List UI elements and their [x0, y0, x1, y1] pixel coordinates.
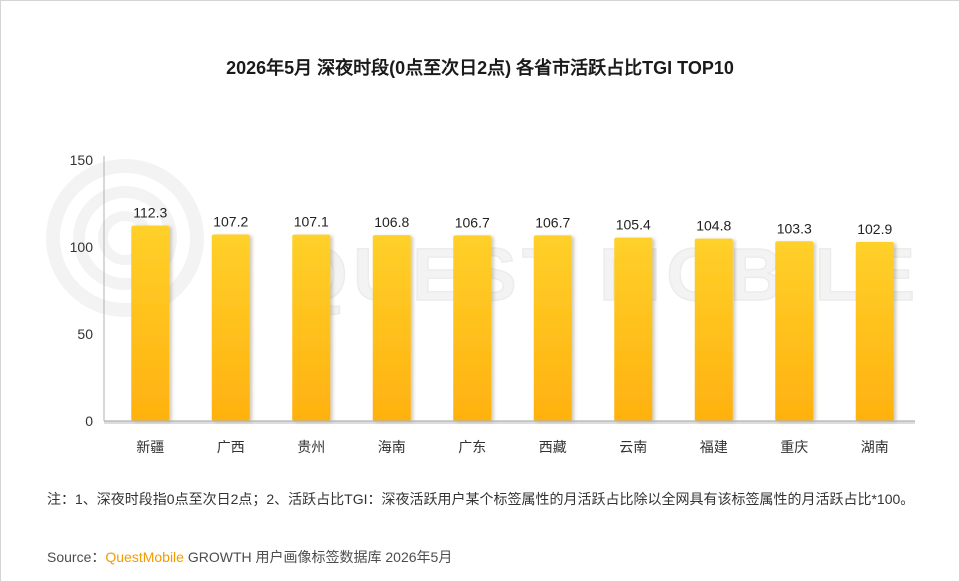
bar-8 [694, 238, 733, 421]
bar-4 [372, 235, 411, 421]
bar-1 [131, 225, 170, 421]
bar-3 [292, 234, 331, 421]
y-tick-label: 150 [70, 152, 94, 168]
bar-value-label-6: 106.7 [535, 214, 570, 230]
bar-value-label-10: 102.9 [857, 221, 892, 237]
watermark-logo [46, 159, 204, 317]
bar-10 [855, 241, 894, 421]
bar-value-label-4: 106.8 [374, 214, 409, 230]
footnote: 注：1、深夜时段指0点至次日2点；2、活跃占比TGI：深夜活跃用户某个标签属性的… [47, 491, 915, 507]
bar-value-label-3: 107.1 [294, 214, 329, 230]
bar-value-label-7: 105.4 [616, 217, 651, 233]
x-tick-label-7: 云南 [619, 439, 647, 455]
x-tick-label-10: 湖南 [861, 439, 889, 455]
x-tick-label-5: 广东 [458, 439, 486, 455]
x-tick-label-6: 西藏 [539, 439, 567, 455]
bar-value-label-2: 107.2 [213, 213, 248, 229]
y-tick-label: 100 [70, 239, 94, 255]
x-tick-label-9: 重庆 [780, 439, 808, 455]
source-text: GROWTH 用户画像标签数据库 2026年5月 [183, 549, 453, 565]
x-tick-label-8: 福建 [700, 439, 728, 455]
source-brand: QuestMobile [105, 549, 184, 565]
bar-value-label-8: 104.8 [696, 218, 731, 234]
x-axis-floor [104, 421, 915, 424]
y-tick-label: 50 [77, 326, 93, 342]
source-line: Source：QuestMobile GROWTH 用户画像标签数据库 2026… [47, 546, 452, 568]
x-tick-label-2: 广西 [217, 439, 245, 455]
x-tick-label-3: 贵州 [297, 439, 325, 455]
bar-value-label-9: 103.3 [777, 220, 812, 236]
chart-title: 2026年5月 深夜时段(0点至次日2点) 各省市活跃占比TGI TOP10 [226, 58, 734, 78]
x-tick-label-4: 海南 [378, 439, 406, 455]
bar-6 [533, 235, 572, 421]
bar-9 [775, 241, 814, 421]
bar-value-label-1: 112.3 [133, 205, 167, 221]
y-tick-label: 0 [85, 413, 93, 429]
bar-5 [453, 235, 492, 421]
bar-value-label-5: 106.7 [455, 214, 490, 230]
x-tick-label-1: 新疆 [136, 439, 164, 455]
source-label: Source： [47, 549, 106, 565]
bar-2 [211, 234, 250, 421]
bar-7 [614, 237, 653, 421]
plot-area: 0 50 100 150 112.3 新疆 107.2 广西 107.1 贵州 106.8 海南 106… [70, 152, 915, 455]
